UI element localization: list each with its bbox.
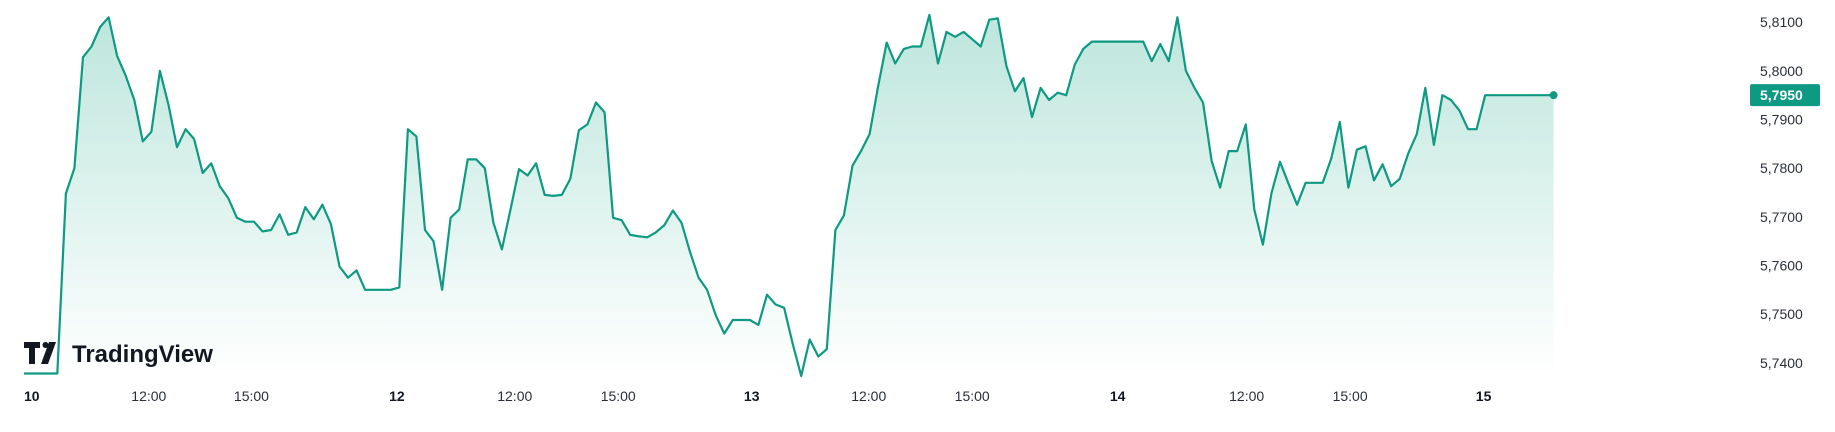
y-tick-label: 5,7800: [1760, 160, 1803, 176]
y-tick-label: 5,7600: [1760, 258, 1803, 274]
y-tick-label: 5,7400: [1760, 355, 1803, 371]
last-price-dot: [1549, 91, 1558, 100]
x-tick-label-day: 10: [24, 388, 40, 404]
x-tick-label-time: 15:00: [955, 388, 990, 404]
price-area-fill: [24, 14, 1554, 377]
x-tick-label-day: 12: [389, 388, 405, 404]
x-tick-label-time: 12:00: [851, 388, 886, 404]
last-price-badge: [1750, 84, 1820, 107]
x-tick-label-time: 12:00: [1229, 388, 1264, 404]
tradingview-logo-icon: [24, 342, 56, 364]
x-tick-label-day: 14: [1110, 388, 1126, 404]
x-tick-label-time: 12:00: [131, 388, 166, 404]
last-price-label: 5,7950: [1750, 84, 1820, 107]
x-tick-label-day: 13: [744, 388, 760, 404]
price-line: [24, 13, 1554, 378]
y-tick-label: 5,7500: [1760, 306, 1803, 322]
last-price-value: 5,7950: [1760, 87, 1803, 103]
x-tick-label-time: 15:00: [1333, 388, 1368, 404]
y-tick-label: 5,8000: [1760, 63, 1803, 79]
y-tick-label: 5,7900: [1760, 112, 1803, 128]
tradingview-logo[interactable]: TradingView: [24, 341, 213, 368]
tradingview-logo-text: TradingView: [72, 341, 213, 368]
x-tick-label-time: 12:00: [497, 388, 532, 404]
y-tick-label: 5,7700: [1760, 209, 1803, 225]
x-tick-label-time: 15:00: [601, 388, 636, 404]
time-axis: 10 12:00 15:00 12 12:00 15:00 13 12:00 15:00 14 12…: [24, 388, 1492, 404]
price-axis: 5,8100 5,8000 5,7900 5,7800 5,7700 5,7600 5,75…: [1760, 14, 1803, 371]
y-tick-label: 5,8100: [1760, 14, 1803, 30]
x-tick-label-time: 15:00: [234, 388, 269, 404]
x-tick-label-day: 15: [1476, 388, 1492, 404]
